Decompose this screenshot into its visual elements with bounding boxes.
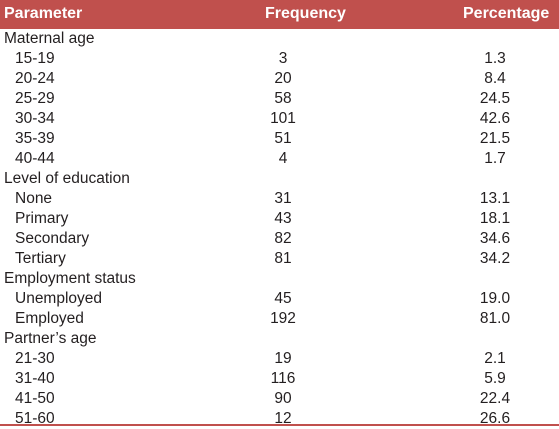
percentage-cell: 5.9	[484, 370, 506, 387]
percentage-cell: 42.6	[479, 110, 511, 127]
group-heading: Level of education	[4, 170, 130, 187]
percentage-cell: 13.1	[479, 190, 511, 207]
header-percentage: Percentage	[463, 5, 550, 22]
row-label: 20-24	[15, 70, 55, 87]
group-heading: Employment status	[4, 270, 136, 287]
row-label: None	[15, 190, 53, 207]
row-label: 15-19	[15, 50, 55, 67]
table-row: 25-29 58 24.5	[0, 89, 559, 109]
table-row: 30-34 101 42.6	[0, 109, 559, 129]
table-row: None 31 13.1	[0, 189, 559, 209]
percentage-cell: 22.4	[479, 390, 511, 407]
frequency-cell: 43	[274, 210, 292, 227]
table-row: 35-39 51 21.5	[0, 129, 559, 149]
frequency-cell: 101	[270, 110, 296, 127]
frequency-cell: 58	[274, 90, 292, 107]
percentage-cell: 18.1	[479, 210, 511, 227]
table-row: Secondary 82 34.6	[0, 229, 559, 249]
frequency-cell: 82	[274, 230, 292, 247]
group-heading-row: Level of education	[0, 169, 559, 189]
frequency-cell: 31	[274, 190, 292, 207]
table-body: Maternal age 15-19 3 1.3 20-24 20 8.4 25-29 58 24…	[0, 29, 559, 429]
row-label: 21-30	[15, 350, 55, 367]
row-label: 35-39	[15, 130, 55, 147]
row-label: Primary	[15, 210, 69, 227]
group-heading-row: Employment status	[0, 269, 559, 289]
table-row: 51-60 12 26.6	[0, 409, 559, 429]
percentage-cell: 26.6	[479, 410, 511, 427]
frequency-cell: 3	[278, 50, 288, 67]
frequency-cell: 20	[274, 70, 292, 87]
table-row: Employed 192 81.0	[0, 309, 559, 329]
table-row: 40-44 4 1.7	[0, 149, 559, 169]
percentage-cell: 34.2	[479, 250, 511, 267]
table-row: Unemployed 45 19.0	[0, 289, 559, 309]
table-row: Tertiary 81 34.2	[0, 249, 559, 269]
frequency-cell: 45	[274, 290, 292, 307]
table-row: Primary 43 18.1	[0, 209, 559, 229]
percentage-cell: 24.5	[479, 90, 511, 107]
row-label: 25-29	[15, 90, 55, 107]
frequency-cell: 81	[274, 250, 292, 267]
row-label: 41-50	[15, 390, 55, 407]
percentage-cell: 81.0	[479, 310, 511, 327]
percentage-cell: 1.7	[484, 150, 506, 167]
frequency-cell: 90	[274, 390, 292, 407]
percentage-cell: 34.6	[479, 230, 511, 247]
row-label: 30-34	[15, 110, 55, 127]
percentage-cell: 21.5	[479, 130, 511, 147]
frequency-cell: 116	[270, 370, 296, 387]
row-label: 40-44	[15, 150, 55, 167]
header-frequency: Frequency	[265, 5, 346, 22]
group-heading: Maternal age	[4, 30, 95, 47]
frequency-cell: 12	[274, 410, 292, 427]
group-heading-row: Maternal age	[0, 29, 559, 49]
table-header: Parameter Frequency Percentage	[0, 0, 559, 29]
row-label: Secondary	[15, 230, 90, 247]
percentage-cell: 19.0	[479, 290, 511, 307]
row-label: Unemployed	[15, 290, 103, 307]
table-bottom-rule	[0, 424, 559, 426]
group-heading: Partner’s age	[4, 330, 97, 347]
frequency-cell: 192	[270, 310, 296, 327]
row-label: Tertiary	[15, 250, 66, 267]
row-label: 51-60	[15, 410, 55, 427]
frequency-cell: 51	[274, 130, 292, 147]
frequency-cell: 4	[278, 150, 288, 167]
table-row: 41-50 90 22.4	[0, 389, 559, 409]
percentage-cell: 8.4	[484, 70, 506, 87]
frequency-cell: 19	[274, 350, 292, 367]
table-row: 31-40 116 5.9	[0, 369, 559, 389]
percentage-cell: 2.1	[484, 350, 506, 367]
percentage-cell: 1.3	[484, 50, 506, 67]
row-label: 31-40	[15, 370, 55, 387]
group-heading-row: Partner’s age	[0, 329, 559, 349]
table-row: 20-24 20 8.4	[0, 69, 559, 89]
row-label: Employed	[15, 310, 84, 327]
table-row: 15-19 3 1.3	[0, 49, 559, 69]
table-row: 21-30 19 2.1	[0, 349, 559, 369]
header-parameter: Parameter	[4, 5, 83, 22]
